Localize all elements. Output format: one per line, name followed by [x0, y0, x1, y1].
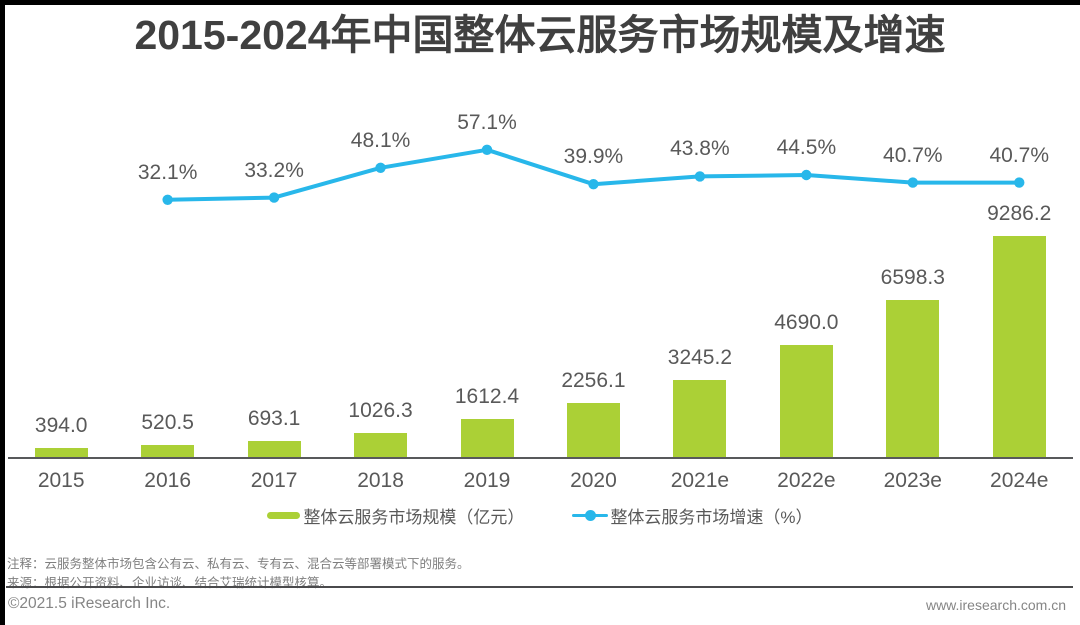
- bar-value-2020: 2256.1: [561, 369, 626, 393]
- bar-value-2016: 520.5: [141, 410, 194, 434]
- bar-2021e: [673, 379, 727, 457]
- growth-label-2017: 33.2%: [244, 158, 304, 182]
- x-axis-label-2018: 2018: [357, 469, 404, 492]
- bar-value-2019: 1612.4: [454, 384, 520, 408]
- growth-label-2019: 57.1%: [457, 110, 517, 134]
- left-border: [0, 0, 5, 625]
- growth-point-4: [481, 144, 493, 155]
- growth-point-8: [907, 177, 918, 188]
- x-axis-label-2016: 2016: [144, 469, 191, 492]
- x-axis-label-2023e: 2023e: [883, 469, 942, 492]
- legend-label-market-size: 整体云服务市场规模（亿元）: [303, 508, 525, 527]
- legend-label-growth-rate: 整体云服务市场增速（%）: [610, 508, 813, 527]
- top-border: [0, 0, 1080, 5]
- x-axis-label-2021e: 2021e: [670, 469, 730, 492]
- growth-label-2022e: 44.5%: [776, 136, 837, 159]
- bar-2018: [354, 432, 408, 457]
- bar-value-2023e: 6598.3: [880, 265, 945, 289]
- bar-2020: [566, 403, 620, 457]
- bar-value-2018: 1026.3: [348, 398, 413, 422]
- chart-title: 2015-2024年中国整体云服务市场规模及增速: [134, 12, 946, 58]
- growth-point-6: [694, 171, 706, 182]
- footer-website: www.iresearch.com.cn: [925, 597, 1066, 613]
- growth-point-2: [268, 192, 280, 203]
- legend-line-swatch-icon: [572, 510, 609, 522]
- chart-legend: 整体云服务市场规模（亿元） 整体云服务市场增速（%）: [0, 503, 1080, 528]
- legend-bar-swatch-icon: [267, 511, 301, 520]
- x-axis-label-2020: 2020: [570, 469, 617, 492]
- bar-value-2024e: 9286.2: [987, 201, 1052, 225]
- bar-2015: [34, 447, 88, 457]
- footer-copyright: ©2021.5 iResearch Inc.: [8, 595, 171, 612]
- x-axis-label-2015: 2015: [37, 469, 85, 492]
- bar-value-2022e: 4690.0: [774, 311, 839, 335]
- growth-point-9: [1014, 177, 1025, 188]
- bar-2022e: [779, 345, 833, 457]
- x-axis-label-2017: 2017: [250, 469, 298, 492]
- legend-item-growth-rate: 整体云服务市场增速（%）: [572, 503, 813, 528]
- bar-value-2017: 693.1: [247, 406, 301, 430]
- growth-label-2016: 32.1%: [137, 160, 198, 184]
- bar-2017: [247, 440, 301, 457]
- growth-label-2024e: 40.7%: [989, 143, 1050, 167]
- legend-item-market-size: 整体云服务市场规模（亿元）: [267, 503, 524, 528]
- growth-point-5: [588, 179, 599, 190]
- growth-label-2018: 48.1%: [350, 128, 411, 152]
- bar-2024e: [992, 235, 1046, 457]
- bar-value-2015: 394.0: [34, 413, 88, 437]
- growth-label-2023e: 40.7%: [883, 143, 943, 167]
- bar-value-2021e: 3245.2: [667, 345, 733, 369]
- growth-point-3: [375, 162, 386, 173]
- x-axis-label-2022e: 2022e: [777, 469, 836, 492]
- note-source: 来源：根据公开资料、企业访谈、结合艾瑞统计模型核算。: [7, 576, 333, 590]
- bar-2016: [141, 444, 195, 457]
- growth-point-1: [162, 194, 173, 205]
- footer-divider: [6, 586, 1073, 588]
- growth-label-2020: 39.9%: [563, 145, 624, 169]
- bar-2023e: [886, 299, 940, 457]
- x-axis-line: [8, 456, 1073, 459]
- x-axis-label-2019: 2019: [463, 469, 511, 492]
- note-definition: 注释：云服务整体市场包含公有云、私有云、专有云、混合云等部署模式下的服务。: [7, 557, 470, 571]
- bar-2019: [460, 418, 514, 457]
- growth-point-7: [801, 169, 812, 181]
- growth-label-2021e: 43.8%: [670, 137, 730, 161]
- x-axis-label-2024e: 2024e: [990, 469, 1049, 492]
